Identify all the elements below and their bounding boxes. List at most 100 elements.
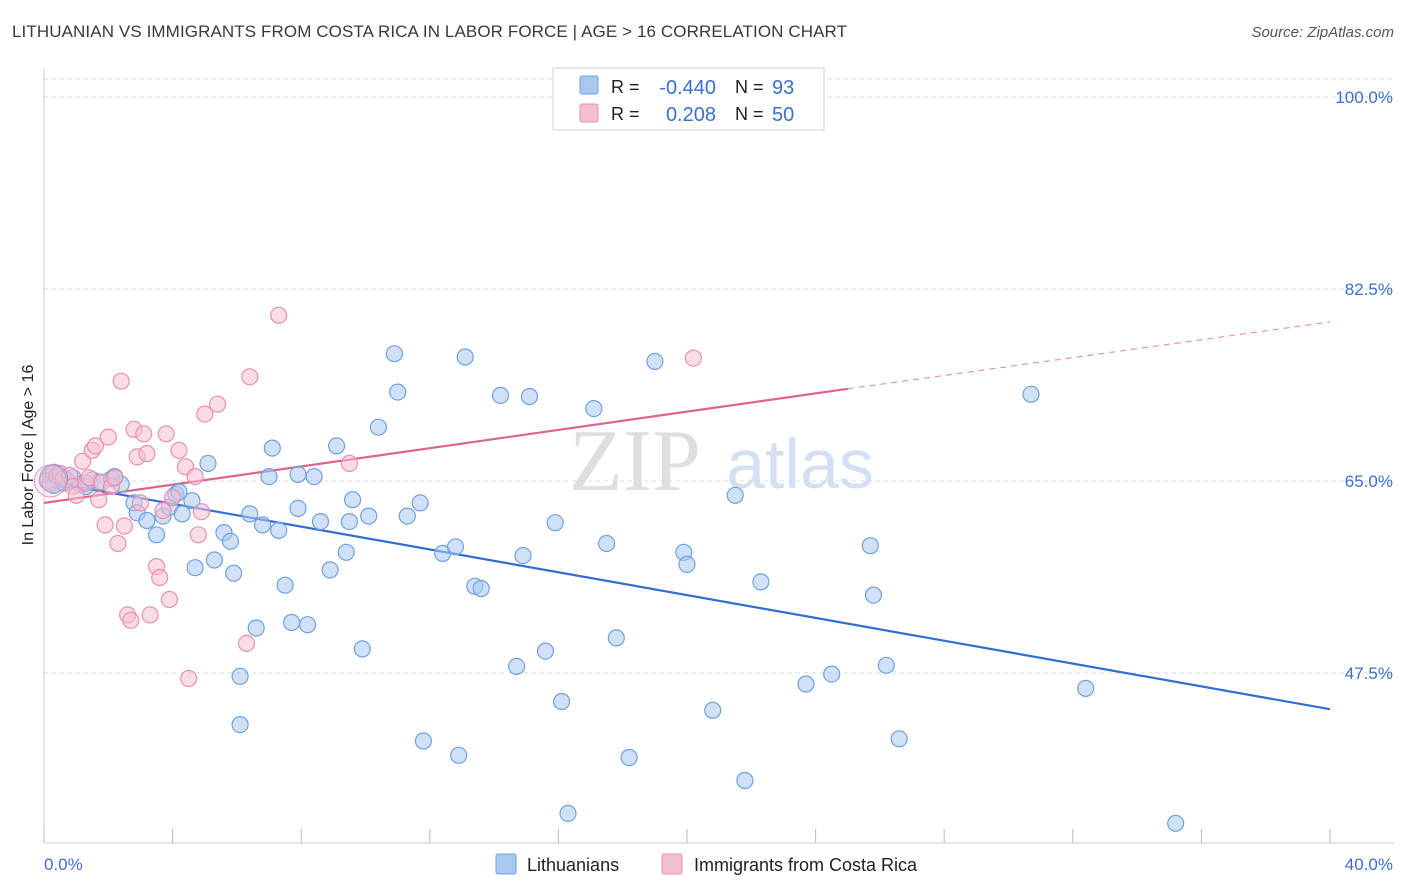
lithuanian-point (736, 771, 754, 790)
lithuanian-point (491, 386, 510, 404)
lithuanian-point (289, 465, 307, 483)
lithuanian-point (385, 345, 403, 363)
costa-rica-point (138, 445, 156, 463)
lithuanian-point (620, 748, 638, 767)
lithuanian-point (597, 534, 616, 553)
x-tick-label-min: 0.0% (44, 855, 83, 874)
lithuanian-point (328, 437, 346, 455)
costa-rica-point (109, 534, 127, 553)
lithuanian-point (186, 559, 204, 577)
costa-rica-point (170, 441, 188, 459)
lithuanian-point (546, 514, 564, 532)
costa-rica-point (67, 486, 85, 504)
bottom-legend-label-costa-rica: Immigrants from Costa Rica (694, 855, 918, 875)
y-tick-label: 47.5% (1345, 664, 1393, 683)
costa-rica-point (241, 368, 259, 386)
costa-rica-point (270, 306, 288, 324)
costa-rica-point (141, 606, 159, 624)
legend-swatch-costa-rica (579, 103, 599, 123)
costa-rica-point (164, 488, 182, 507)
costa-rica-point (86, 437, 105, 455)
costa-rica-point (684, 349, 703, 367)
costa-rica-point (192, 503, 211, 521)
data-points (33, 306, 1185, 832)
series-legend: Lithuanians Immigrants from Costa Rica (495, 853, 918, 875)
legend-r-label-1: R = (611, 77, 640, 97)
lithuanian-point (752, 573, 770, 591)
tick-labels: 47.5% 65.0% 82.5% 100.0% 0.0% 40.0% (44, 88, 1393, 874)
costa-rica-point (106, 469, 124, 487)
costa-rica-point (340, 454, 358, 472)
costa-rica-point (160, 590, 178, 609)
lithuanian-point (340, 512, 358, 531)
lithuanian-point (270, 521, 288, 540)
lithuanian-point (231, 667, 249, 685)
costa-rica-point (157, 425, 175, 443)
lithuanian-point (389, 383, 407, 401)
lithuanian-point (299, 616, 317, 634)
costa-rica-point (99, 428, 117, 446)
lithuanian-point (199, 454, 217, 472)
legend-n-value-2: 50 (772, 104, 794, 126)
lithuanian-point (446, 538, 465, 556)
lithuanian-point (254, 516, 272, 534)
lithuanian-point (472, 579, 490, 598)
lithuanian-point (138, 511, 156, 530)
lithuanian-point (861, 537, 879, 555)
lithuanian-point (450, 746, 468, 764)
lithuanian-point (344, 491, 362, 509)
costa-rica-point (189, 526, 207, 544)
bottom-legend-swatch-lithuanians (495, 853, 517, 875)
lithuanian-point (360, 507, 378, 525)
watermark-zip: ZIP (569, 413, 701, 510)
bottom-legend-label-lithuanians: Lithuanians (527, 855, 619, 875)
lithuanian-cluster-point (39, 464, 69, 494)
lithuanian-point (456, 348, 474, 366)
lithuanian-point (536, 642, 555, 660)
lithuanian-point (1022, 385, 1040, 403)
costa-rica-point (154, 502, 172, 520)
lithuanian-point (514, 546, 532, 565)
lithuanian-point (369, 418, 387, 436)
y-tick-label: 65.0% (1345, 472, 1393, 491)
lithuanian-point (552, 692, 571, 711)
legend-n-label-1: N = (735, 77, 764, 97)
lithuanian-point (311, 512, 330, 531)
lithuanian-point (1077, 679, 1095, 698)
lithuanian-point (241, 505, 259, 523)
lithuanian-point (247, 619, 265, 637)
y-axis-title: In Labor Force | Age > 16 (20, 365, 37, 546)
lithuanian-point (337, 543, 355, 561)
lithuanian-point (205, 551, 223, 569)
lithuanian-point (414, 732, 432, 750)
costa-rica-point (209, 395, 227, 413)
stats-legend: R = -0.440 N = 93 R = 0.208 N = 50 (552, 67, 825, 131)
lithuanian-point (231, 715, 249, 734)
lithuanian-point (183, 492, 201, 510)
lithuanian-point (864, 586, 883, 604)
lithuanian-point (520, 387, 539, 406)
watermark-atlas: atlas (726, 425, 874, 503)
source-label: Source: ZipAtlas.com (1251, 24, 1394, 41)
y-tick-label: 100.0% (1335, 88, 1393, 107)
costa-rica-point (115, 517, 134, 535)
costa-rica-point (237, 634, 256, 653)
x-tick-label-max: 40.0% (1345, 855, 1393, 874)
lithuanian-point (398, 507, 416, 525)
lithuanian-point (507, 657, 526, 676)
lithuanian-point (411, 494, 429, 512)
lithuanian-point (823, 665, 841, 683)
costa-rica-trend-extension (847, 321, 1331, 390)
lithuanian-point (260, 468, 278, 486)
legend-r-label-2: R = (611, 104, 640, 124)
bottom-legend-swatch-costa-rica (661, 853, 683, 875)
costa-rica-point (196, 405, 214, 423)
lithuanian-point (283, 613, 301, 632)
lithuanian-point (1167, 814, 1185, 832)
costa-rica-cluster-point (33, 464, 67, 498)
legend-swatch-lithuanians (579, 75, 599, 95)
costa-rica-point (73, 452, 92, 470)
lithuanian-point (305, 468, 323, 486)
lithuanian-point (353, 640, 371, 658)
